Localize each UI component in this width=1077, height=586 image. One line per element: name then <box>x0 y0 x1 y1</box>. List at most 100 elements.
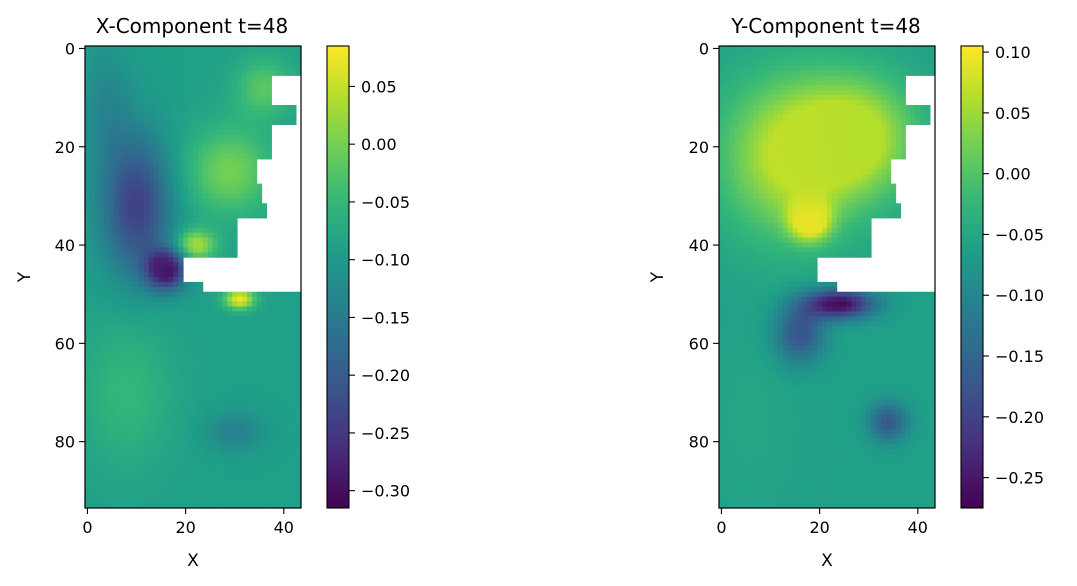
heatmap-cell <box>792 104 798 111</box>
heatmap-cell <box>276 483 282 489</box>
heatmap-cell <box>99 267 106 273</box>
heatmap-cell <box>197 242 204 248</box>
heatmap-cell <box>197 345 204 352</box>
heatmap-cell <box>89 252 96 258</box>
heatmap-cell <box>247 434 253 440</box>
heatmap-cell <box>119 114 125 121</box>
heatmap-cell <box>168 380 174 386</box>
heatmap-cell <box>134 163 140 170</box>
heatmap-cell <box>99 493 106 499</box>
heatmap-cell <box>139 203 145 209</box>
heatmap-cell <box>148 242 155 248</box>
heatmap-cell <box>202 109 209 116</box>
heatmap-cell <box>89 390 96 396</box>
heatmap-cell <box>217 503 223 509</box>
heatmap-cell <box>227 203 233 209</box>
heatmap-cell <box>242 335 248 342</box>
heatmap-cell <box>237 444 243 450</box>
heatmap-cell <box>178 429 184 435</box>
heatmap-cell <box>158 183 164 189</box>
heatmap-cell <box>286 483 292 489</box>
heatmap-cell <box>124 306 130 312</box>
heatmap-cell <box>792 55 798 62</box>
heatmap-cell <box>129 109 135 116</box>
heatmap-cell <box>114 286 120 293</box>
heatmap-cell <box>733 119 740 126</box>
heatmap-cell <box>866 198 872 204</box>
heatmap-cell <box>124 149 130 155</box>
heatmap-cell <box>227 75 233 81</box>
heatmap-cell <box>247 70 253 76</box>
heatmap-cell <box>153 262 160 268</box>
heatmap-cell <box>217 173 223 180</box>
heatmap-cell <box>89 95 96 101</box>
heatmap-cell <box>202 340 209 347</box>
heatmap-cell <box>114 488 120 494</box>
heatmap-cell <box>193 95 199 101</box>
heatmap-cell <box>104 237 110 243</box>
heatmap-cell <box>738 95 744 101</box>
heatmap-cell <box>109 503 115 509</box>
heatmap-cell <box>193 419 199 425</box>
heatmap-cell <box>114 390 120 396</box>
heatmap-cell <box>148 144 155 150</box>
heatmap-cell <box>861 139 867 145</box>
heatmap-cell <box>153 385 160 391</box>
heatmap-cell <box>291 488 297 494</box>
heatmap-cell <box>733 55 740 62</box>
heatmap-cell <box>743 114 749 121</box>
heatmap-cell <box>846 109 852 116</box>
heatmap-cell <box>856 159 862 165</box>
heatmap-cell <box>856 95 862 101</box>
heatmap-cell <box>876 178 882 185</box>
heatmap-cell <box>217 306 223 312</box>
heatmap-cell <box>222 55 228 62</box>
heatmap-cell <box>168 183 174 189</box>
heatmap-cell <box>85 380 91 386</box>
heatmap-cell <box>193 119 199 126</box>
heatmap-cell <box>276 404 282 411</box>
heatmap-cell <box>89 178 96 185</box>
heatmap-cell <box>158 198 164 204</box>
heatmap-cell <box>728 173 735 180</box>
heatmap-cell <box>281 434 287 440</box>
heatmap-cell <box>866 149 872 155</box>
heatmap-cell <box>139 306 145 312</box>
heatmap-cell <box>85 262 91 268</box>
heatmap-cell <box>861 183 867 189</box>
heatmap-cell <box>777 90 784 96</box>
heatmap-cell <box>763 183 769 189</box>
heatmap-cell <box>148 345 155 352</box>
heatmap-cell <box>251 154 258 160</box>
heatmap-cell <box>212 124 218 130</box>
heatmap-cell <box>910 119 916 126</box>
heatmap-cell <box>212 203 218 209</box>
heatmap-cell <box>188 424 194 430</box>
heatmap-cell <box>168 85 174 91</box>
heatmap-cell <box>286 419 292 425</box>
heatmap-cell <box>202 345 209 352</box>
heatmap-cell <box>763 70 769 76</box>
heatmap-cell <box>242 198 248 204</box>
heatmap-cell <box>89 208 96 214</box>
heatmap-cell <box>207 424 214 430</box>
heatmap-cell <box>197 326 204 332</box>
heatmap-cell <box>251 65 258 71</box>
heatmap-cell <box>905 46 911 52</box>
heatmap-cell <box>158 272 164 278</box>
heatmap-cell <box>109 301 115 307</box>
heatmap-cell <box>163 203 169 209</box>
heatmap-cell <box>831 60 838 67</box>
heatmap-cell <box>871 198 877 204</box>
heatmap-cell <box>266 85 272 91</box>
heatmap-cell <box>296 321 302 327</box>
heatmap-cell <box>773 80 779 86</box>
heatmap-cell <box>758 60 764 67</box>
heatmap-cell <box>148 503 155 509</box>
heatmap-cell <box>802 75 808 81</box>
heatmap-cell <box>178 154 184 160</box>
heatmap-cell <box>143 218 150 224</box>
heatmap-cell <box>183 154 189 160</box>
heatmap-cell <box>197 281 204 288</box>
heatmap-cell <box>251 458 258 465</box>
